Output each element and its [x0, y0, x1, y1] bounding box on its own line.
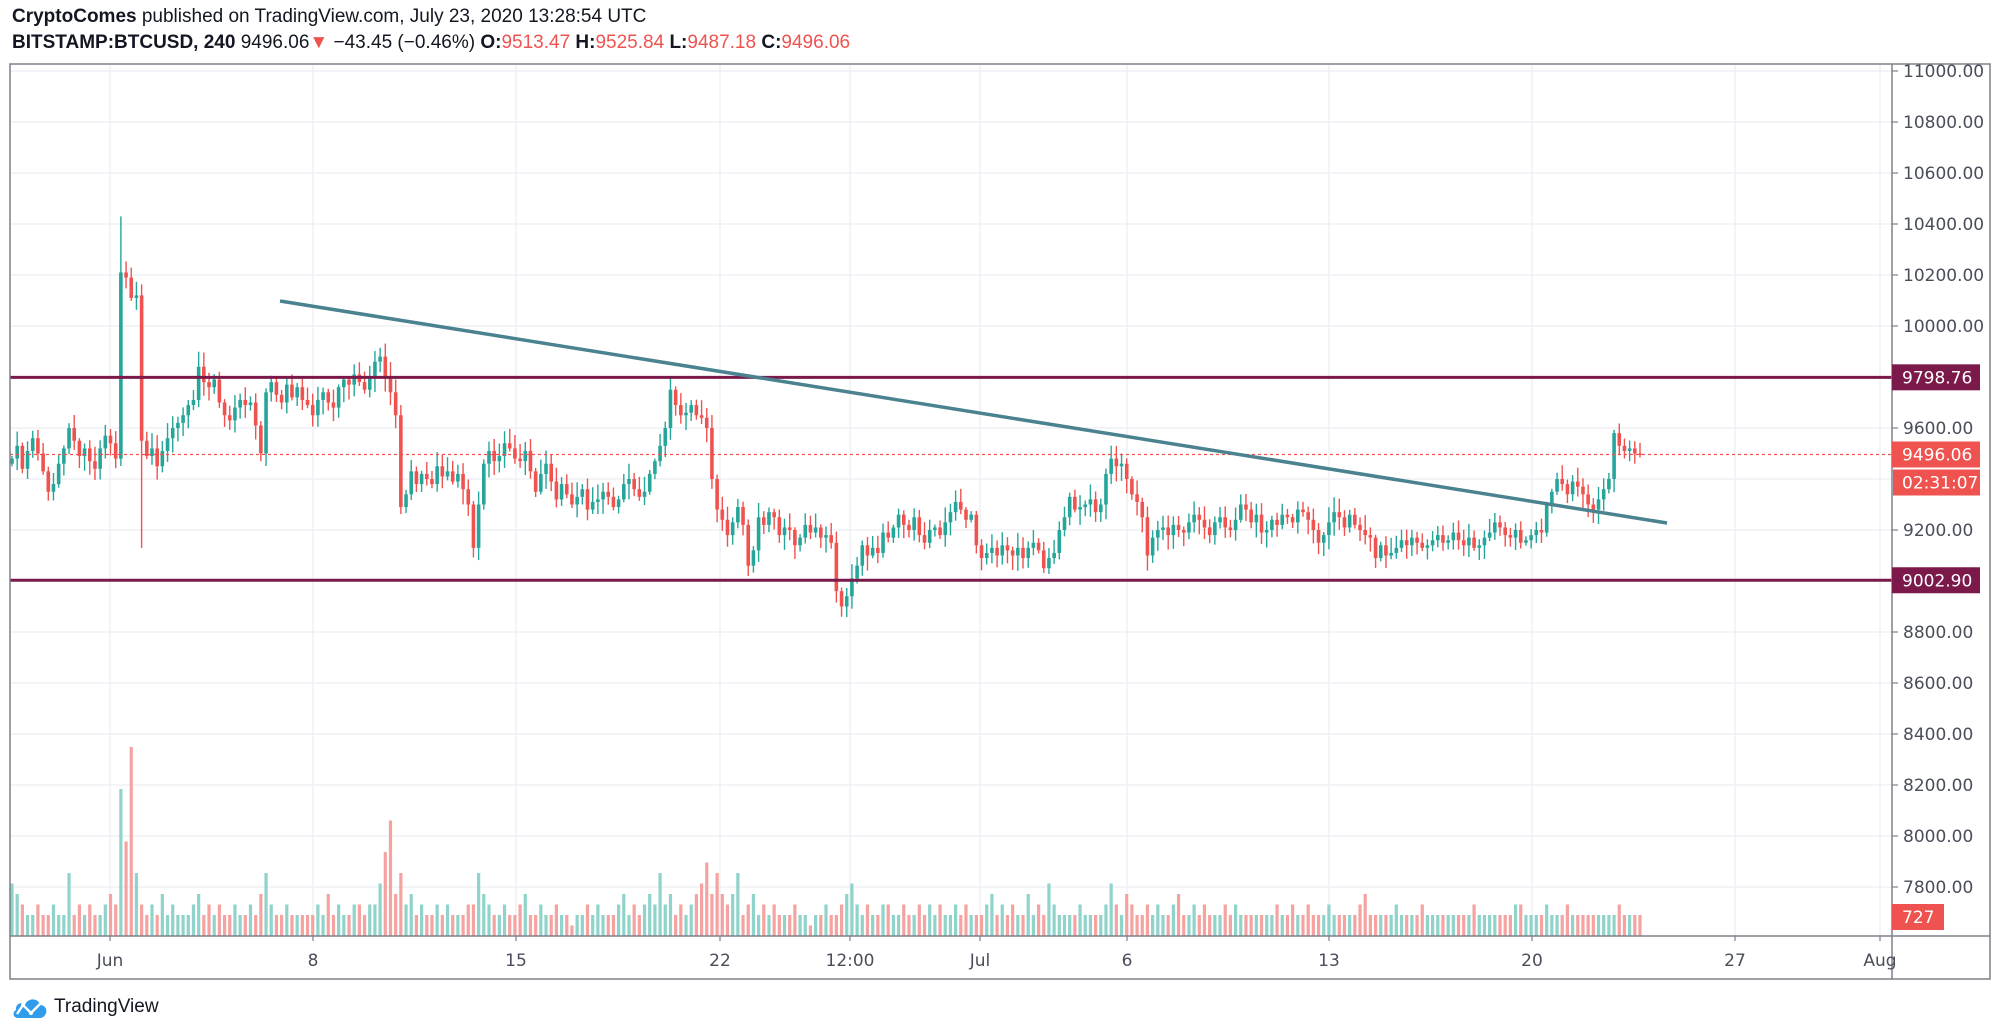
candlesticks — [10, 216, 1642, 618]
symbol-label: BITSTAMP:BTCUSD, 240 — [12, 32, 236, 53]
close-key: C: — [761, 32, 782, 53]
price-tick-label: 8200.00 — [1903, 776, 1973, 796]
brand-name: TradingView — [54, 996, 159, 1017]
price-labels: 9798.76 9002.90 9496.06 02:31:07 727 — [1892, 364, 1980, 930]
time-tick-label: 6 — [1122, 951, 1133, 971]
open-value: 9513.47 — [501, 32, 571, 53]
time-tick-label: 8 — [308, 951, 319, 971]
price-tick-label: 9200.00 — [1903, 521, 1973, 541]
close-value: 9496.06 — [781, 32, 851, 53]
price-tick-label: 10400.00 — [1903, 215, 1984, 235]
published-text: published on TradingView.com, July 23, 2… — [141, 6, 647, 27]
time-axis[interactable]: Jun 8 15 22 12:00 Jul 6 13 20 27 Aug — [96, 936, 1897, 971]
resistance-price-label: 9798.76 — [1902, 368, 1972, 388]
price-change: −43.45 (−0.46%) — [333, 32, 476, 53]
time-tick-label: Jul — [969, 951, 991, 971]
trend-line[interactable] — [279, 299, 1668, 525]
price-tick-label: 9600.00 — [1903, 419, 1973, 439]
price-tick-label: 8600.00 — [1903, 674, 1973, 694]
price-tick-label: 7800.00 — [1903, 878, 1973, 898]
support-price-label: 9002.90 — [1902, 571, 1972, 591]
tradingview-logo-icon — [13, 999, 47, 1018]
high-key: H: — [575, 32, 596, 53]
volume-value-label: 727 — [1902, 908, 1934, 928]
time-tick-label: 15 — [505, 951, 527, 971]
price-tick-label: 10600.00 — [1903, 164, 1984, 184]
chart-frame — [9, 63, 1991, 980]
last-price: 9496.06 — [240, 32, 310, 53]
high-value: 9525.84 — [595, 32, 665, 53]
time-tick-label: 20 — [1521, 951, 1543, 971]
author-name: CryptoComes — [12, 6, 137, 27]
down-arrow-icon: ▼ — [309, 32, 329, 53]
footer: TradingView — [12, 994, 159, 1020]
price-tick-label: 8800.00 — [1903, 623, 1973, 643]
low-key: L: — [669, 32, 688, 53]
volume-bars — [10, 747, 1642, 936]
price-chart[interactable]: 11000.00 10800.00 10600.00 10400.00 10200.00… — [0, 0, 2000, 990]
price-tick-label: 8400.00 — [1903, 725, 1973, 745]
open-key: O: — [480, 32, 502, 53]
time-tick-label: 13 — [1318, 951, 1340, 971]
price-tick-label: 8000.00 — [1903, 827, 1973, 847]
publish-info: CryptoComes published on TradingView.com… — [12, 6, 646, 28]
price-tick-label: 10000.00 — [1903, 317, 1984, 337]
low-value: 9487.18 — [687, 32, 757, 53]
price-tick-label: 10800.00 — [1903, 113, 1984, 133]
last-price-label: 9496.06 — [1902, 446, 1972, 466]
ohlc-legend: BITSTAMP:BTCUSD, 240 9496.06▼ −43.45 (−0… — [12, 32, 850, 54]
price-tick-label: 10200.00 — [1903, 266, 1984, 286]
time-tick-label: Jun — [96, 951, 124, 971]
time-tick-label: Aug — [1863, 951, 1896, 971]
grid-lines — [10, 64, 1892, 936]
time-tick-label: 12:00 — [826, 951, 875, 971]
time-tick-label: 22 — [709, 951, 731, 971]
price-axis[interactable]: 11000.00 10800.00 10600.00 10400.00 10200.00… — [1892, 62, 1984, 898]
bar-countdown-label: 02:31:07 — [1902, 474, 1978, 494]
time-tick-label: 27 — [1724, 951, 1746, 971]
price-tick-label: 11000.00 — [1903, 62, 1984, 82]
